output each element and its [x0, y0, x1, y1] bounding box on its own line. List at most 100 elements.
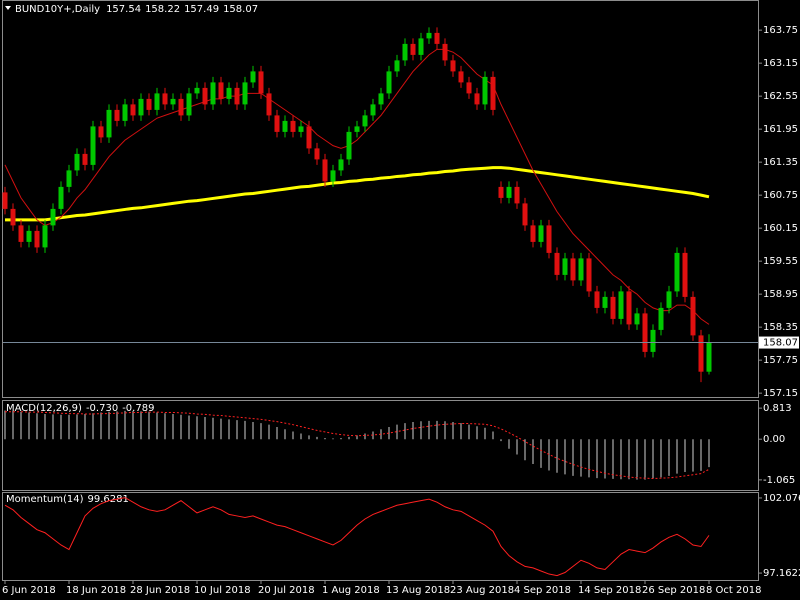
candle-body	[706, 342, 712, 372]
candle-body	[474, 93, 480, 105]
y-tick-label: 161.35	[763, 157, 798, 168]
macd-name: MACD(12,26,9)	[6, 403, 82, 414]
momentum-panel-frame	[2, 492, 759, 581]
candle-body	[322, 159, 328, 182]
candle-body	[290, 120, 296, 132]
candle-body	[274, 115, 280, 132]
signal-last: -0.789	[122, 403, 154, 414]
candle-body	[266, 93, 272, 116]
candle-body	[74, 153, 80, 171]
x-tick-label: 6 Jun 2018	[2, 585, 56, 596]
y-tick-label: 0.813	[763, 403, 792, 414]
candle-body	[218, 82, 224, 99]
x-tick-label: 10 Jul 2018	[194, 585, 251, 596]
candle-body	[66, 170, 72, 187]
candle-body	[594, 291, 600, 308]
candle-body	[234, 87, 240, 105]
candle-body	[450, 60, 456, 72]
candle-body	[362, 115, 368, 127]
candle-body	[298, 126, 304, 132]
candle-body	[674, 252, 680, 292]
candle-body	[146, 98, 152, 110]
momentum-last: 99.6281	[88, 494, 129, 505]
candle-body	[634, 313, 640, 325]
candle-body	[122, 104, 128, 121]
candle-body	[490, 76, 496, 110]
y-tick-label: 159.55	[763, 256, 798, 267]
candle-body	[330, 170, 336, 182]
candle-body	[538, 225, 544, 242]
candle-body	[546, 225, 552, 253]
symbol: BUND10Y+,Daily	[15, 4, 100, 15]
candle-body	[130, 104, 136, 116]
candle-body	[570, 258, 576, 281]
candle-body	[138, 98, 144, 116]
momentum-name: Momentum(14)	[6, 494, 84, 505]
candle-body	[34, 230, 40, 248]
candle-body	[410, 43, 416, 55]
macd-signal	[5, 411, 710, 480]
y-tick-label: 161.95	[763, 124, 798, 135]
candle-body	[698, 335, 704, 372]
candle-body	[282, 120, 288, 132]
candle-body	[530, 225, 536, 242]
candle-body	[306, 126, 312, 149]
candle-body	[378, 93, 384, 105]
candle-body	[402, 43, 408, 61]
candle-body	[346, 131, 352, 160]
candle-body	[522, 203, 528, 226]
candle-body	[418, 38, 424, 55]
candle-body	[194, 87, 200, 94]
header-close: 158.07	[223, 4, 258, 15]
momentum-header: Momentum(14) 99.6281	[6, 494, 129, 505]
candle-body	[386, 71, 392, 94]
x-tick-label: 20 Jul 2018	[258, 585, 315, 596]
candle-body	[458, 71, 464, 83]
candle-body	[338, 159, 344, 171]
candle-body	[370, 104, 376, 116]
y-tick-label: 158.95	[763, 289, 798, 300]
candle-body	[434, 32, 440, 44]
candle-body	[90, 126, 96, 165]
candle-body	[210, 82, 216, 105]
macd-header: MACD(12,26,9) -0.730 -0.789	[6, 403, 154, 414]
last-price-label: 158.07	[763, 338, 798, 349]
y-tick-label: 160.15	[763, 223, 798, 234]
header-open: 157.54	[106, 4, 141, 15]
moving-average	[5, 166, 710, 222]
candle-body	[2, 192, 8, 209]
candle-body	[426, 32, 432, 39]
candle-body	[98, 126, 104, 138]
y-tick-label: 157.75	[763, 355, 798, 366]
y-tick-label: 158.35	[763, 322, 798, 333]
candle-body	[626, 291, 632, 325]
candle-body	[554, 252, 560, 275]
candle-body	[10, 208, 16, 226]
candle-body	[42, 225, 48, 248]
y-tick-label: 102.0761	[763, 493, 800, 504]
macd-last: -0.730	[86, 403, 118, 414]
x-tick-label: 26 Sep 2018	[642, 585, 705, 596]
candle-body	[562, 258, 568, 275]
y-tick-label: -1.065	[763, 475, 795, 486]
last-price-box	[759, 336, 799, 349]
collapse-icon[interactable]	[5, 6, 11, 10]
candle-body	[26, 230, 32, 242]
candle-body	[482, 76, 488, 105]
header-low: 157.49	[184, 4, 219, 15]
candle-body	[106, 109, 112, 138]
x-tick-label: 8 Oct 2018	[706, 585, 761, 596]
candle-body	[642, 313, 648, 352]
candle-body	[178, 98, 184, 116]
candle-body	[162, 93, 168, 105]
candle-body	[610, 296, 616, 319]
candle-body	[258, 71, 264, 94]
y-tick-label: 157.15	[763, 388, 798, 399]
candle-body	[498, 186, 504, 198]
candle-body	[50, 208, 56, 226]
candle-body	[586, 258, 592, 292]
price-header: BUND10Y+,Daily 157.54 158.22 157.49 158.07	[15, 4, 258, 15]
candle-body	[154, 93, 160, 110]
